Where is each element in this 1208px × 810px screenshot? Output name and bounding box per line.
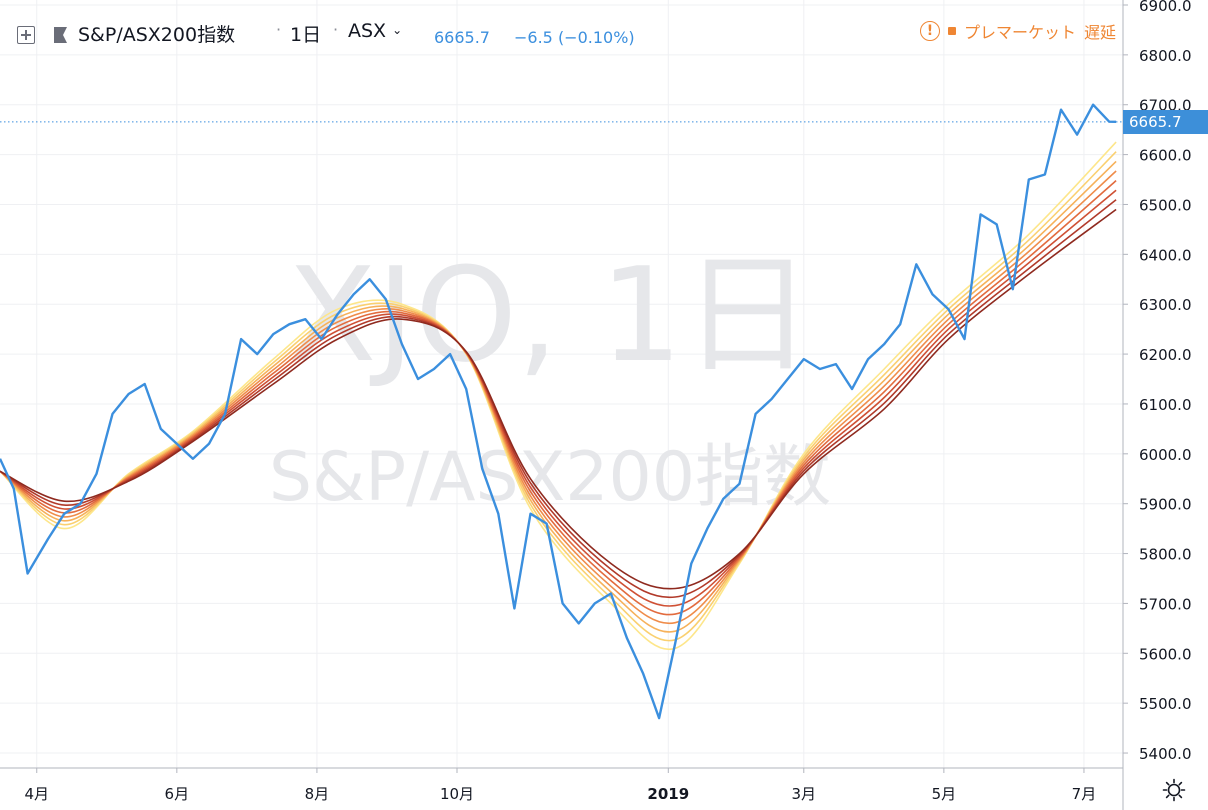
y-tick-label: 5600.0 <box>1139 645 1192 663</box>
market-status[interactable]: ! プレマーケット 遅延 <box>919 19 1116 43</box>
x-tick-label: 8月 <box>305 785 330 803</box>
chevron-down-icon: ⌄ <box>392 23 403 37</box>
separator-dot: · <box>276 20 282 39</box>
watermark-symbol: XJO, 1日 <box>287 239 812 391</box>
x-tick-label: 6月 <box>165 785 190 803</box>
interval-label[interactable]: 1日 <box>290 24 322 46</box>
x-tick-label: 2019 <box>647 785 689 803</box>
status-label: プレマーケット <box>963 23 1076 42</box>
y-tick-label: 6600.0 <box>1139 147 1192 165</box>
time-axis[interactable]: 4月 6月 8月 10月 2019 3月 5月 7月 <box>24 768 1096 803</box>
price-change: −6.5 (−0.10%) <box>514 28 635 47</box>
y-tick-label: 6400.0 <box>1139 246 1192 264</box>
flag-icon[interactable] <box>52 26 68 44</box>
ribbon-line-4 <box>0 170 1117 625</box>
ribbon-line-7 <box>0 199 1117 599</box>
last-price: 6665.7 <box>434 28 490 47</box>
y-tick-label: 6200.0 <box>1139 346 1192 364</box>
ribbon-ma-lines <box>0 141 1117 651</box>
y-tick-label: 5400.0 <box>1139 745 1192 763</box>
y-tick-label: 6000.0 <box>1139 446 1192 464</box>
delay-label: 遅延 <box>1083 23 1116 42</box>
x-tick-label: 5月 <box>932 785 957 803</box>
x-tick-label: 10月 <box>440 785 474 803</box>
y-tick-label: 6900.0 <box>1139 0 1192 15</box>
settings-icon[interactable] <box>1162 778 1186 802</box>
price-line <box>0 103 1117 720</box>
ribbon-line-1 <box>0 141 1117 651</box>
y-tick-label: 6500.0 <box>1139 196 1192 214</box>
exchange-selector[interactable]: ASX ⌄ <box>348 20 402 42</box>
y-tick-label: 6100.0 <box>1139 396 1192 414</box>
ribbon-line-2 <box>0 151 1117 642</box>
x-tick-label: 7月 <box>1072 785 1097 803</box>
warning-icon[interactable]: ! <box>919 21 940 41</box>
status-dot-icon <box>947 27 956 35</box>
symbol-title[interactable]: S&P/ASX200指数 <box>78 24 236 46</box>
x-tick-label: 4月 <box>24 785 49 803</box>
y-tick-label: 5500.0 <box>1139 695 1192 713</box>
ribbon-line-6 <box>0 189 1117 607</box>
add-square-icon[interactable] <box>17 26 35 44</box>
y-tick-label: 6300.0 <box>1139 296 1192 314</box>
ribbon-line-5 <box>0 180 1117 616</box>
exchange-label: ASX <box>348 20 387 42</box>
y-tick-label: 5900.0 <box>1139 496 1192 514</box>
price-series <box>0 103 1117 720</box>
ribbon-line-3 <box>0 160 1117 633</box>
current-price-tag: 6665.7 <box>1123 109 1208 134</box>
separator-dot: · <box>333 20 339 39</box>
y-tick-label: 6800.0 <box>1139 47 1192 65</box>
y-tick-label: 5700.0 <box>1139 595 1192 613</box>
x-tick-label: 3月 <box>792 785 817 803</box>
ribbon-line-8 <box>0 208 1117 590</box>
y-tick-label: 5800.0 <box>1139 546 1192 564</box>
